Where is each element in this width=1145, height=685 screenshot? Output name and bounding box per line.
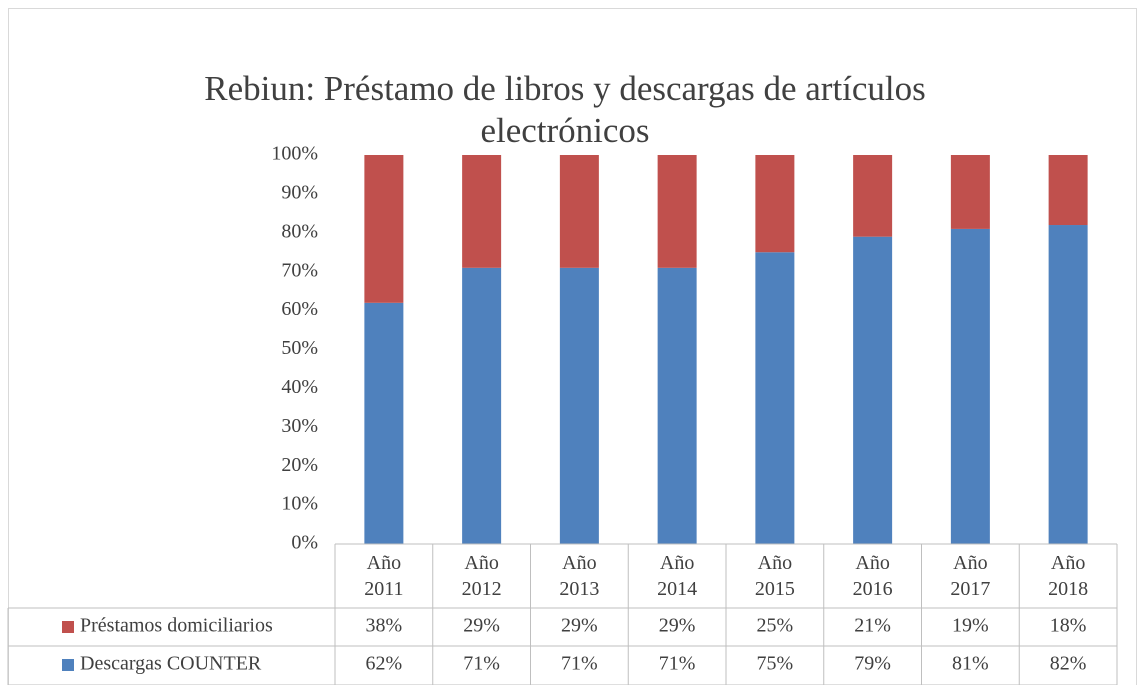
y-tick-label: 60% [281, 298, 318, 320]
bar-segment [853, 236, 893, 544]
x-tick-label: Año 2015 [754, 552, 795, 600]
bar-segment [462, 155, 502, 268]
y-tick-label: 50% [281, 337, 318, 359]
table-value: 71% [561, 653, 598, 675]
y-tick-label: 100% [271, 143, 318, 165]
legend-label: Préstamos domiciliarios [80, 615, 273, 637]
table-value: 82% [1050, 653, 1087, 675]
x-tick-label: Año 2012 [461, 552, 502, 600]
chart-border [8, 8, 1137, 685]
table-value: 62% [366, 653, 403, 675]
bar-segment [462, 267, 502, 544]
table-value: 18% [1050, 615, 1087, 637]
bar-segment [364, 302, 404, 544]
table-value: 71% [463, 653, 500, 675]
table-value: 29% [463, 615, 500, 637]
table-value: 75% [757, 653, 794, 675]
x-tick-label: Año 2016 [852, 552, 893, 600]
y-tick-label: 30% [281, 415, 318, 437]
y-tick-label: 80% [281, 220, 318, 242]
x-tick-label: Año 2013 [559, 552, 600, 600]
legend-swatch [62, 621, 74, 633]
bar-segment [1048, 155, 1088, 226]
chart-title: Rebiun: Préstamo de libros y descargas d… [204, 69, 926, 150]
bar-segment [755, 252, 795, 544]
y-tick-label: 40% [281, 376, 318, 398]
x-tick-label: Año 2014 [657, 552, 698, 600]
table-value: 21% [854, 615, 891, 637]
y-tick-label: 10% [281, 493, 318, 515]
table-value: 71% [659, 653, 696, 675]
y-tick-label: 0% [291, 532, 318, 554]
x-tick-label: Año 2011 [364, 552, 404, 600]
x-tick-label: Año 2017 [950, 552, 991, 600]
table-value: 19% [952, 615, 989, 637]
bar-segment [1048, 225, 1088, 544]
legend-swatch [62, 659, 74, 671]
bar-segment [657, 267, 697, 544]
table-value: 79% [854, 653, 891, 675]
bar-segment [755, 155, 795, 253]
table-value: 81% [952, 653, 989, 675]
bar-segment [559, 155, 599, 268]
bar-segment [657, 155, 697, 268]
bar-segment [853, 155, 893, 237]
bar-segment [559, 267, 599, 544]
table-value: 25% [757, 615, 794, 637]
table-value: 29% [659, 615, 696, 637]
table-value: 29% [561, 615, 598, 637]
table-value: 38% [366, 615, 403, 637]
y-tick-label: 70% [281, 259, 318, 281]
y-tick-label: 20% [281, 454, 318, 476]
bar-segment [950, 155, 990, 229]
legend-label: Descargas COUNTER [80, 653, 262, 675]
bar-segment [364, 155, 404, 303]
x-tick-label: Año 2018 [1048, 552, 1089, 600]
y-tick-label: 90% [281, 181, 318, 203]
bar-segment [950, 228, 990, 544]
